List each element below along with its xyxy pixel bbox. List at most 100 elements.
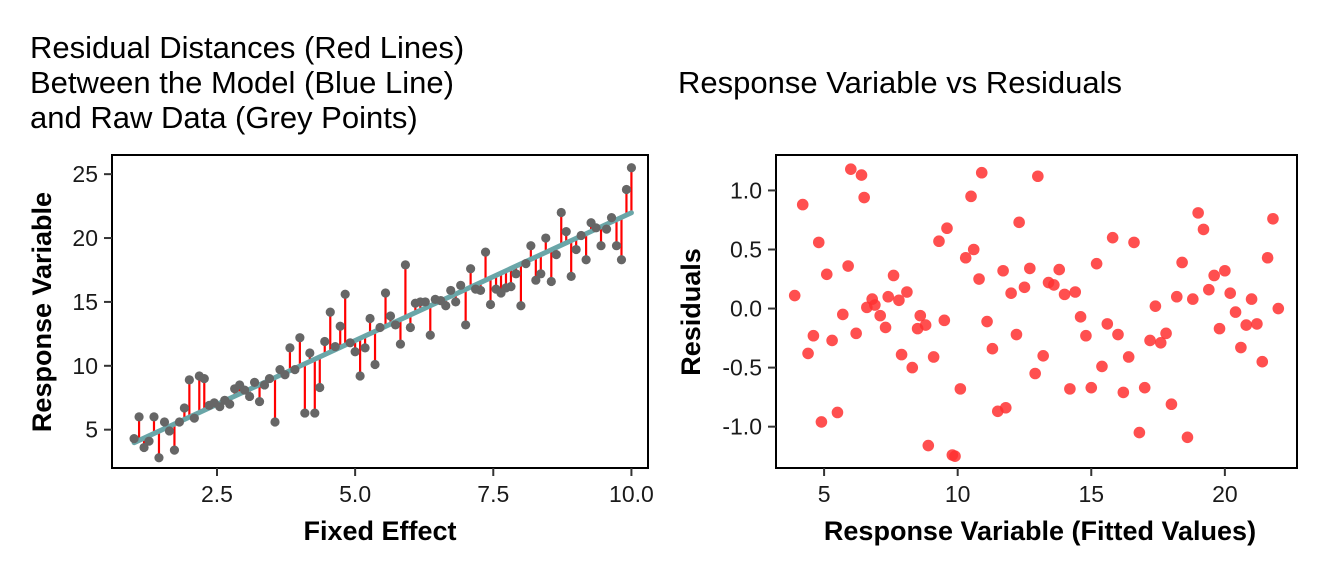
chart-left-y-ticks: 5 10 15 20 25	[72, 161, 112, 443]
residual-point	[1106, 231, 1119, 244]
data-point	[285, 343, 295, 353]
data-point	[461, 320, 471, 330]
residual-point	[919, 319, 932, 331]
residual-point	[914, 309, 927, 322]
data-point	[225, 399, 235, 409]
residual-point	[879, 321, 892, 334]
residual-point	[845, 163, 857, 175]
chart-right-x-ticks: 5 10 15 20	[818, 468, 1238, 507]
residual-point	[1144, 334, 1156, 347]
data-point	[215, 402, 225, 412]
data-point	[390, 320, 401, 330]
residual-point	[922, 439, 935, 452]
residual-point	[1170, 290, 1183, 303]
residual-point	[1096, 360, 1108, 373]
data-point	[485, 299, 496, 310]
residual-point	[1235, 341, 1247, 354]
residual-point	[826, 334, 838, 347]
chart-left-title-line-3: and Raw Data (Grey Points)	[30, 100, 418, 135]
data-point	[516, 301, 526, 311]
data-point	[616, 255, 627, 265]
residual-point	[1112, 328, 1124, 341]
data-point	[566, 271, 576, 281]
residual-point	[831, 406, 844, 419]
data-point	[249, 377, 260, 388]
residual-point	[973, 273, 985, 285]
chart-right-title: Response Variable vs Residuals	[678, 65, 1122, 100]
residual-point	[1138, 381, 1151, 394]
data-point	[601, 224, 612, 234]
y-tick-label: -1.0	[722, 414, 762, 440]
data-point	[556, 207, 566, 218]
data-point	[270, 417, 280, 427]
residual-point	[1197, 223, 1210, 236]
residual-point	[895, 348, 908, 361]
residual-point	[1154, 337, 1167, 349]
x-tick-label: 7.5	[477, 481, 509, 507]
residual-point	[1013, 216, 1025, 229]
residual-point	[815, 416, 828, 428]
residual-point	[1064, 383, 1076, 395]
residual-point	[1256, 355, 1269, 368]
residual-point	[1058, 288, 1071, 301]
residual-point	[1261, 251, 1274, 264]
data-point	[571, 244, 581, 255]
data-point	[335, 321, 345, 331]
y-tick-label: 25	[72, 161, 98, 187]
data-point	[561, 227, 571, 237]
residual-point	[933, 235, 945, 248]
residual-point	[965, 190, 977, 203]
data-point	[536, 269, 546, 279]
data-point	[475, 285, 486, 296]
chart-left-x-ticks: 2.5 5.0 7.5 10.0	[201, 468, 654, 507]
y-tick-label: 0.0	[730, 296, 762, 322]
x-tick-label: 20	[1212, 481, 1238, 507]
data-point	[611, 241, 622, 251]
residual-point	[981, 315, 993, 328]
residual-point	[874, 309, 886, 322]
x-tick-label: 5.0	[339, 481, 371, 507]
data-point	[264, 373, 275, 384]
residual-point	[949, 450, 961, 462]
chart-left-title-line-1: Residual Distances (Red Lines)	[30, 30, 464, 65]
residual-point	[997, 264, 1009, 277]
data-point	[425, 330, 435, 340]
x-tick-label: 5	[818, 481, 831, 507]
residual-point	[1069, 286, 1082, 298]
residual-point	[855, 169, 868, 181]
data-point	[441, 301, 451, 311]
residual-point	[959, 251, 972, 264]
data-point	[244, 391, 255, 402]
data-point	[174, 417, 185, 427]
residual-point	[1203, 283, 1215, 296]
chart-right-x-axis-title: Response Variable (Fitted Values)	[824, 516, 1256, 546]
chart-left-points	[129, 163, 637, 463]
data-point	[355, 371, 365, 381]
data-point	[596, 241, 606, 251]
residual-point	[938, 314, 951, 327]
residual-point	[1090, 257, 1103, 270]
residual-point	[1128, 236, 1140, 249]
data-point	[551, 250, 561, 260]
data-point	[254, 396, 265, 407]
chart-right-points	[788, 163, 1285, 462]
y-tick-label: 10	[72, 353, 98, 379]
residual-point	[887, 269, 900, 282]
residual-point	[796, 198, 809, 211]
data-point	[451, 297, 461, 307]
residual-point	[1192, 207, 1204, 219]
residual-point	[975, 166, 988, 179]
y-tick-label: 15	[72, 289, 98, 315]
residual-point	[1018, 281, 1031, 294]
residual-point	[1229, 306, 1242, 318]
data-point	[134, 412, 144, 422]
data-point	[189, 413, 199, 423]
data-point	[400, 260, 411, 270]
data-point	[626, 163, 637, 173]
chart-left-plot-border	[111, 154, 649, 469]
data-point	[521, 258, 531, 269]
data-point	[581, 255, 591, 265]
data-point	[240, 385, 250, 395]
residual-point	[1074, 311, 1087, 323]
data-point	[446, 285, 456, 296]
